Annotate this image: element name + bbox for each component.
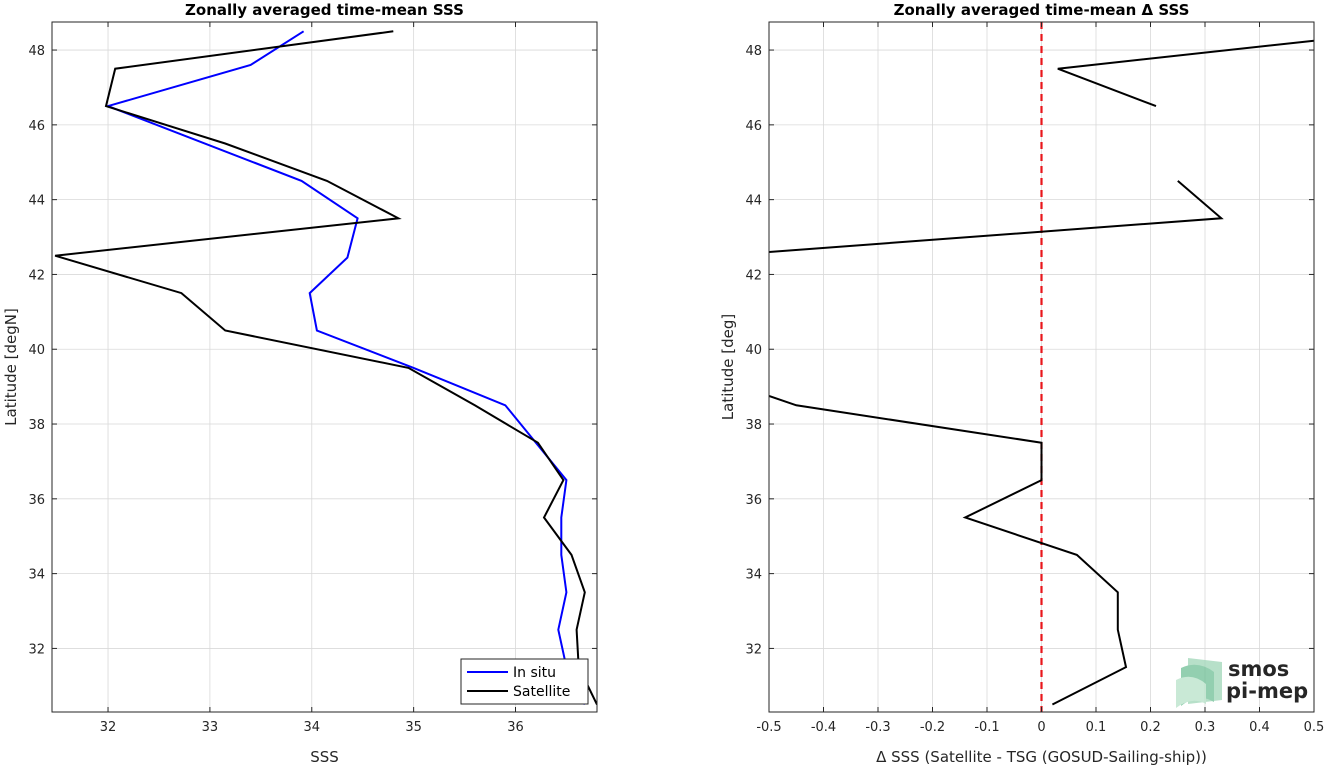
right-chart-title: Zonally averaged time-mean Δ SSS <box>894 1 1190 19</box>
right-x-axis-label: Δ SSS (Satellite - TSG (GOSUD-Sailing-sh… <box>876 748 1207 766</box>
right-ticks: -0.5 -0.4 -0.3 -0.2 -0.1 0 0.1 0.2 0.3 0.4 0.5 32 34… <box>745 22 1324 735</box>
x-tick-label: -0.4 <box>811 720 836 735</box>
y-tick-label: 48 <box>745 44 762 59</box>
y-tick-label: 40 <box>28 343 45 358</box>
x-tick-label: 0.2 <box>1140 720 1161 735</box>
series-line-delta-sss-1 <box>769 180 1224 253</box>
series-line-delta-sss-0 <box>1057 39 1314 108</box>
x-tick-label: 35 <box>405 720 422 735</box>
y-tick-label: 44 <box>745 194 762 209</box>
smos-pi-mep-logo: smos pi-mep <box>1176 657 1308 708</box>
series-line-delta-sss-2 <box>769 395 1128 706</box>
x-tick-label: -0.5 <box>756 720 781 735</box>
y-tick-label: 40 <box>745 343 762 358</box>
left-plot-frame <box>51 21 598 713</box>
series-line-satellite <box>54 30 597 705</box>
y-tick-label: 34 <box>28 568 45 583</box>
x-tick-label: 36 <box>507 720 524 735</box>
x-tick-label: 34 <box>303 720 320 735</box>
logo-text-smos: smos <box>1228 657 1289 681</box>
x-tick-label: 0.5 <box>1304 720 1325 735</box>
right-chart: -0.5 -0.4 -0.3 -0.2 -0.1 0 0.1 0.2 0.3 0.4 0.5 32 34… <box>719 1 1324 766</box>
y-tick-label: 32 <box>745 642 762 657</box>
y-tick-label: 46 <box>28 119 45 134</box>
y-tick-label: 38 <box>745 418 762 433</box>
series-line-in-situ <box>104 30 586 706</box>
y-tick-label: 36 <box>745 493 762 508</box>
left-gridlines <box>52 22 597 712</box>
x-tick-label: 33 <box>202 720 219 735</box>
left-chart-title: Zonally averaged time-mean SSS <box>185 1 464 19</box>
y-tick-label: 48 <box>28 44 45 59</box>
y-tick-label: 46 <box>745 119 762 134</box>
x-tick-label: 0.3 <box>1195 720 1216 735</box>
y-tick-label: 42 <box>745 268 762 283</box>
legend-box <box>460 658 589 705</box>
y-tick-label: 34 <box>745 568 762 583</box>
legend: In situ Satellite <box>460 658 589 705</box>
left-x-axis-label: SSS <box>310 748 339 766</box>
left-ticks: 32 33 34 35 36 32 34 36 38 40 42 44 46 48 <box>28 22 597 735</box>
x-tick-label: 0 <box>1037 720 1045 735</box>
logo-text-pi-mep: pi-mep <box>1226 679 1308 703</box>
x-tick-label: -0.1 <box>974 720 999 735</box>
y-tick-label: 44 <box>28 194 45 209</box>
legend-label-satellite: Satellite <box>513 684 570 700</box>
right-series-lines <box>769 22 1314 712</box>
y-tick-label: 42 <box>28 268 45 283</box>
right-gridlines <box>768 22 1315 712</box>
left-series-lines <box>54 30 597 706</box>
x-tick-label: -0.3 <box>865 720 890 735</box>
right-y-axis-label: Latitude [deg] <box>719 314 737 420</box>
y-tick-label: 38 <box>28 418 45 433</box>
x-tick-label: 0.1 <box>1086 720 1107 735</box>
logo-wave-mark <box>1176 658 1222 708</box>
left-chart: 32 33 34 35 36 32 34 36 38 40 42 44 46 48 Zonally ave… <box>2 1 598 766</box>
left-y-axis-label: Latitude [degN] <box>2 308 20 426</box>
legend-label-in-situ: In situ <box>513 665 556 681</box>
y-tick-label: 36 <box>28 493 45 508</box>
x-tick-label: -0.2 <box>920 720 945 735</box>
x-tick-label: 0.4 <box>1249 720 1270 735</box>
x-tick-label: 32 <box>100 720 117 735</box>
y-tick-label: 32 <box>28 642 45 657</box>
